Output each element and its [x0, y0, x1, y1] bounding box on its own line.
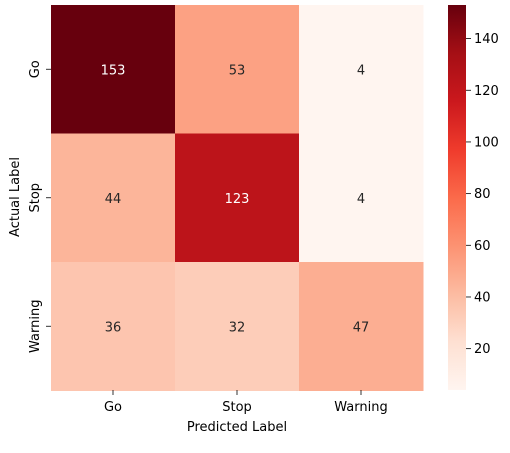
cell-value-label: 36: [105, 320, 122, 335]
heatmap-cell: [299, 133, 424, 263]
colorbar-gradient: [448, 5, 466, 390]
heatmap-cell: [51, 262, 176, 391]
heatmap-cell: [299, 5, 424, 134]
x-axis-label: Predicted Label: [187, 420, 287, 435]
cell-value-label: 4: [357, 63, 365, 78]
x-tick-label: Stop: [222, 400, 252, 415]
colorbar-tick-label: 20: [474, 342, 491, 357]
colorbar-tick-label: 40: [474, 290, 491, 305]
heatmap-cell: [175, 5, 300, 134]
heatmap-cell: [175, 133, 300, 263]
colorbar: 20 40 60 80 100 120 140: [448, 5, 499, 390]
x-axis: Go Stop Warning: [104, 390, 388, 415]
colorbar-tick-label: 100: [474, 135, 499, 150]
cell-value-label: 32: [229, 320, 246, 335]
cell-value-label: 44: [105, 192, 122, 207]
y-axis: Go Stop Warning: [28, 60, 51, 353]
heatmap-cell: [175, 262, 300, 391]
colorbar-tick-label: 60: [474, 239, 491, 254]
y-axis-label: Actual Label: [8, 157, 23, 237]
y-tick-label: Go: [28, 60, 43, 78]
cell-value-label: 53: [229, 63, 246, 78]
cell-value-label: 153: [101, 63, 126, 78]
colorbar-tick-label: 120: [474, 84, 499, 99]
y-tick-label: Warning: [28, 300, 43, 353]
heatmap-cell: [51, 133, 176, 263]
heatmap-annotations: 153 53 444 123 436 32 47: [101, 63, 370, 335]
cell-value-label: 4: [357, 192, 365, 207]
cell-value-label: 47: [353, 320, 370, 335]
x-tick-label: Go: [104, 400, 122, 415]
x-tick-label: Warning: [334, 400, 387, 415]
heatmap-cell: [299, 262, 424, 391]
y-tick-label: Stop: [28, 183, 43, 213]
cell-value-label: 123: [225, 192, 250, 207]
heatmap-cells: [51, 5, 424, 391]
colorbar-tick-label: 80: [474, 187, 491, 202]
heatmap-cell: [51, 5, 176, 134]
colorbar-tick-label: 140: [474, 32, 499, 47]
